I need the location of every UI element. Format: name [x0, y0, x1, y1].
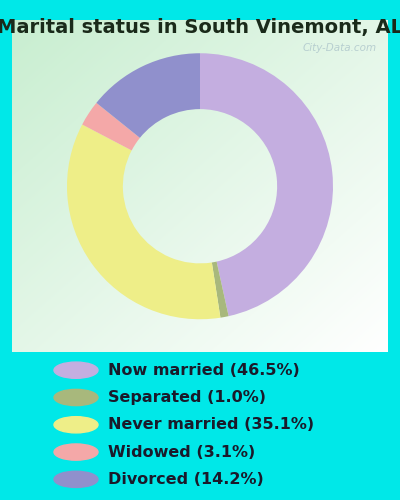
Wedge shape: [67, 124, 220, 319]
Wedge shape: [96, 53, 200, 138]
Text: Widowed (3.1%): Widowed (3.1%): [108, 444, 255, 460]
Wedge shape: [82, 103, 140, 150]
Text: Now married (46.5%): Now married (46.5%): [108, 362, 300, 378]
Text: Marital status in South Vinemont, AL: Marital status in South Vinemont, AL: [0, 18, 400, 36]
Circle shape: [54, 390, 98, 406]
Text: Divorced (14.2%): Divorced (14.2%): [108, 472, 264, 487]
Text: Never married (35.1%): Never married (35.1%): [108, 418, 314, 432]
Circle shape: [54, 362, 98, 378]
Text: City-Data.com: City-Data.com: [302, 44, 377, 54]
Wedge shape: [212, 262, 229, 318]
Circle shape: [54, 471, 98, 488]
Text: Separated (1.0%): Separated (1.0%): [108, 390, 266, 405]
Circle shape: [54, 444, 98, 460]
Circle shape: [54, 416, 98, 433]
Wedge shape: [200, 53, 333, 316]
